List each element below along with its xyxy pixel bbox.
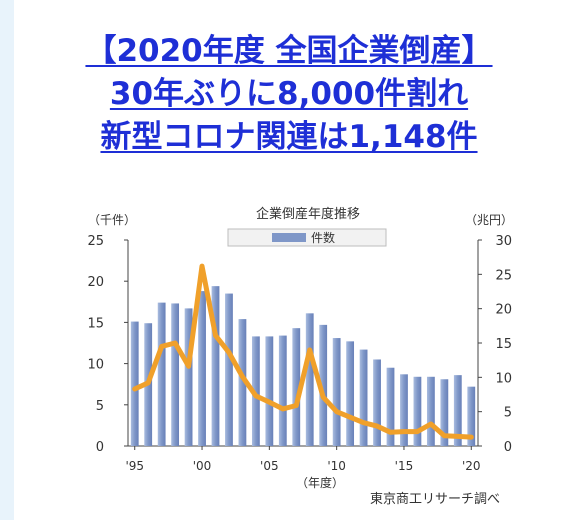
- count-bar: [453, 375, 462, 446]
- right-axis-tick-label: 25: [495, 268, 512, 283]
- count-bar: [413, 376, 422, 446]
- count-bar: [373, 359, 381, 446]
- right-axis-tick-label: 20: [495, 303, 512, 318]
- legend-bar-label: 件数: [311, 230, 335, 245]
- count-bar: [319, 324, 328, 446]
- right-axis-tick-label: 0: [504, 440, 512, 455]
- left-axis-tick-label: 0: [96, 440, 104, 455]
- x-axis-tick-label: '20: [462, 459, 481, 473]
- x-axis-tick-label: '15: [395, 459, 414, 473]
- right-axis-tick-label: 30: [495, 234, 512, 249]
- left-strip: [0, 0, 14, 520]
- left-axis-tick-label: 10: [87, 358, 104, 373]
- plot-area: 0 5 10 15 20 25 0 5 10 15 20 25 30 '95 '00 '05 '10 '15 '20: [87, 234, 512, 473]
- headline-line-3: 新型コロナ関連は1,148件: [100, 119, 478, 155]
- x-axis-tick-label: '05: [260, 459, 279, 473]
- left-axis-tick-label: 5: [96, 399, 104, 414]
- bankruptcy-chart: 企業倒産年度推移 （千件） （兆円） 件数 0 5 10 15 20 25 0 5 10 15 20…: [87, 206, 513, 507]
- x-axis-tick-label: '10: [327, 459, 346, 473]
- count-bar: [184, 308, 193, 446]
- count-bar: [130, 321, 139, 446]
- count-bar: [265, 336, 274, 446]
- count-bar: [467, 386, 476, 446]
- right-axis-unit: （兆円）: [465, 213, 513, 227]
- legend-box: [227, 228, 387, 247]
- left-axis-tick-label: 20: [87, 275, 104, 290]
- count-bar: [157, 302, 166, 446]
- count-bar: [386, 367, 395, 446]
- count-bar: [305, 313, 314, 446]
- count-bar: [198, 291, 206, 446]
- count-bar: [292, 328, 301, 446]
- count-bar: [238, 319, 247, 446]
- x-axis-tick-label: '00: [193, 459, 212, 473]
- count-bar: [359, 349, 368, 446]
- right-axis-tick-label: 15: [495, 337, 512, 352]
- x-axis-label: （年度）: [296, 475, 344, 490]
- count-bar: [171, 303, 180, 446]
- count-bar: [440, 379, 449, 446]
- left-axis-tick-label: 25: [87, 234, 104, 249]
- count-bar: [251, 336, 260, 446]
- count-bar: [225, 293, 233, 446]
- legend: 件数: [227, 228, 387, 247]
- x-axis-tick-label: '95: [125, 459, 144, 473]
- count-bar: [278, 335, 287, 446]
- right-axis-tick-label: 5: [504, 406, 512, 421]
- legend-bar-swatch: [272, 233, 306, 242]
- count-bar: [211, 286, 220, 446]
- count-bar: [346, 341, 355, 446]
- count-bar: [426, 376, 435, 446]
- headline-line-1: 【2020年度 全国企業倒産】: [85, 33, 493, 69]
- left-axis-tick-label: 15: [87, 316, 104, 331]
- source-note: 東京商工リサーチ調べ: [370, 491, 500, 507]
- headline-link[interactable]: 【2020年度 全国企業倒産】 30年ぶりに8,000件割れ 新型コロナ関連は1…: [0, 30, 578, 159]
- count-bar: [400, 374, 408, 446]
- chart-title: 企業倒産年度推移: [256, 206, 360, 222]
- right-axis-tick-label: 10: [495, 371, 512, 386]
- headline-line-2: 30年ぶりに8,000件割れ: [109, 76, 469, 112]
- count-bar: [332, 338, 341, 446]
- debt-line: [132, 263, 474, 440]
- left-axis-unit: （千件）: [88, 213, 136, 227]
- headline: 【2020年度 全国企業倒産】 30年ぶりに8,000件割れ 新型コロナ関連は1…: [0, 30, 578, 159]
